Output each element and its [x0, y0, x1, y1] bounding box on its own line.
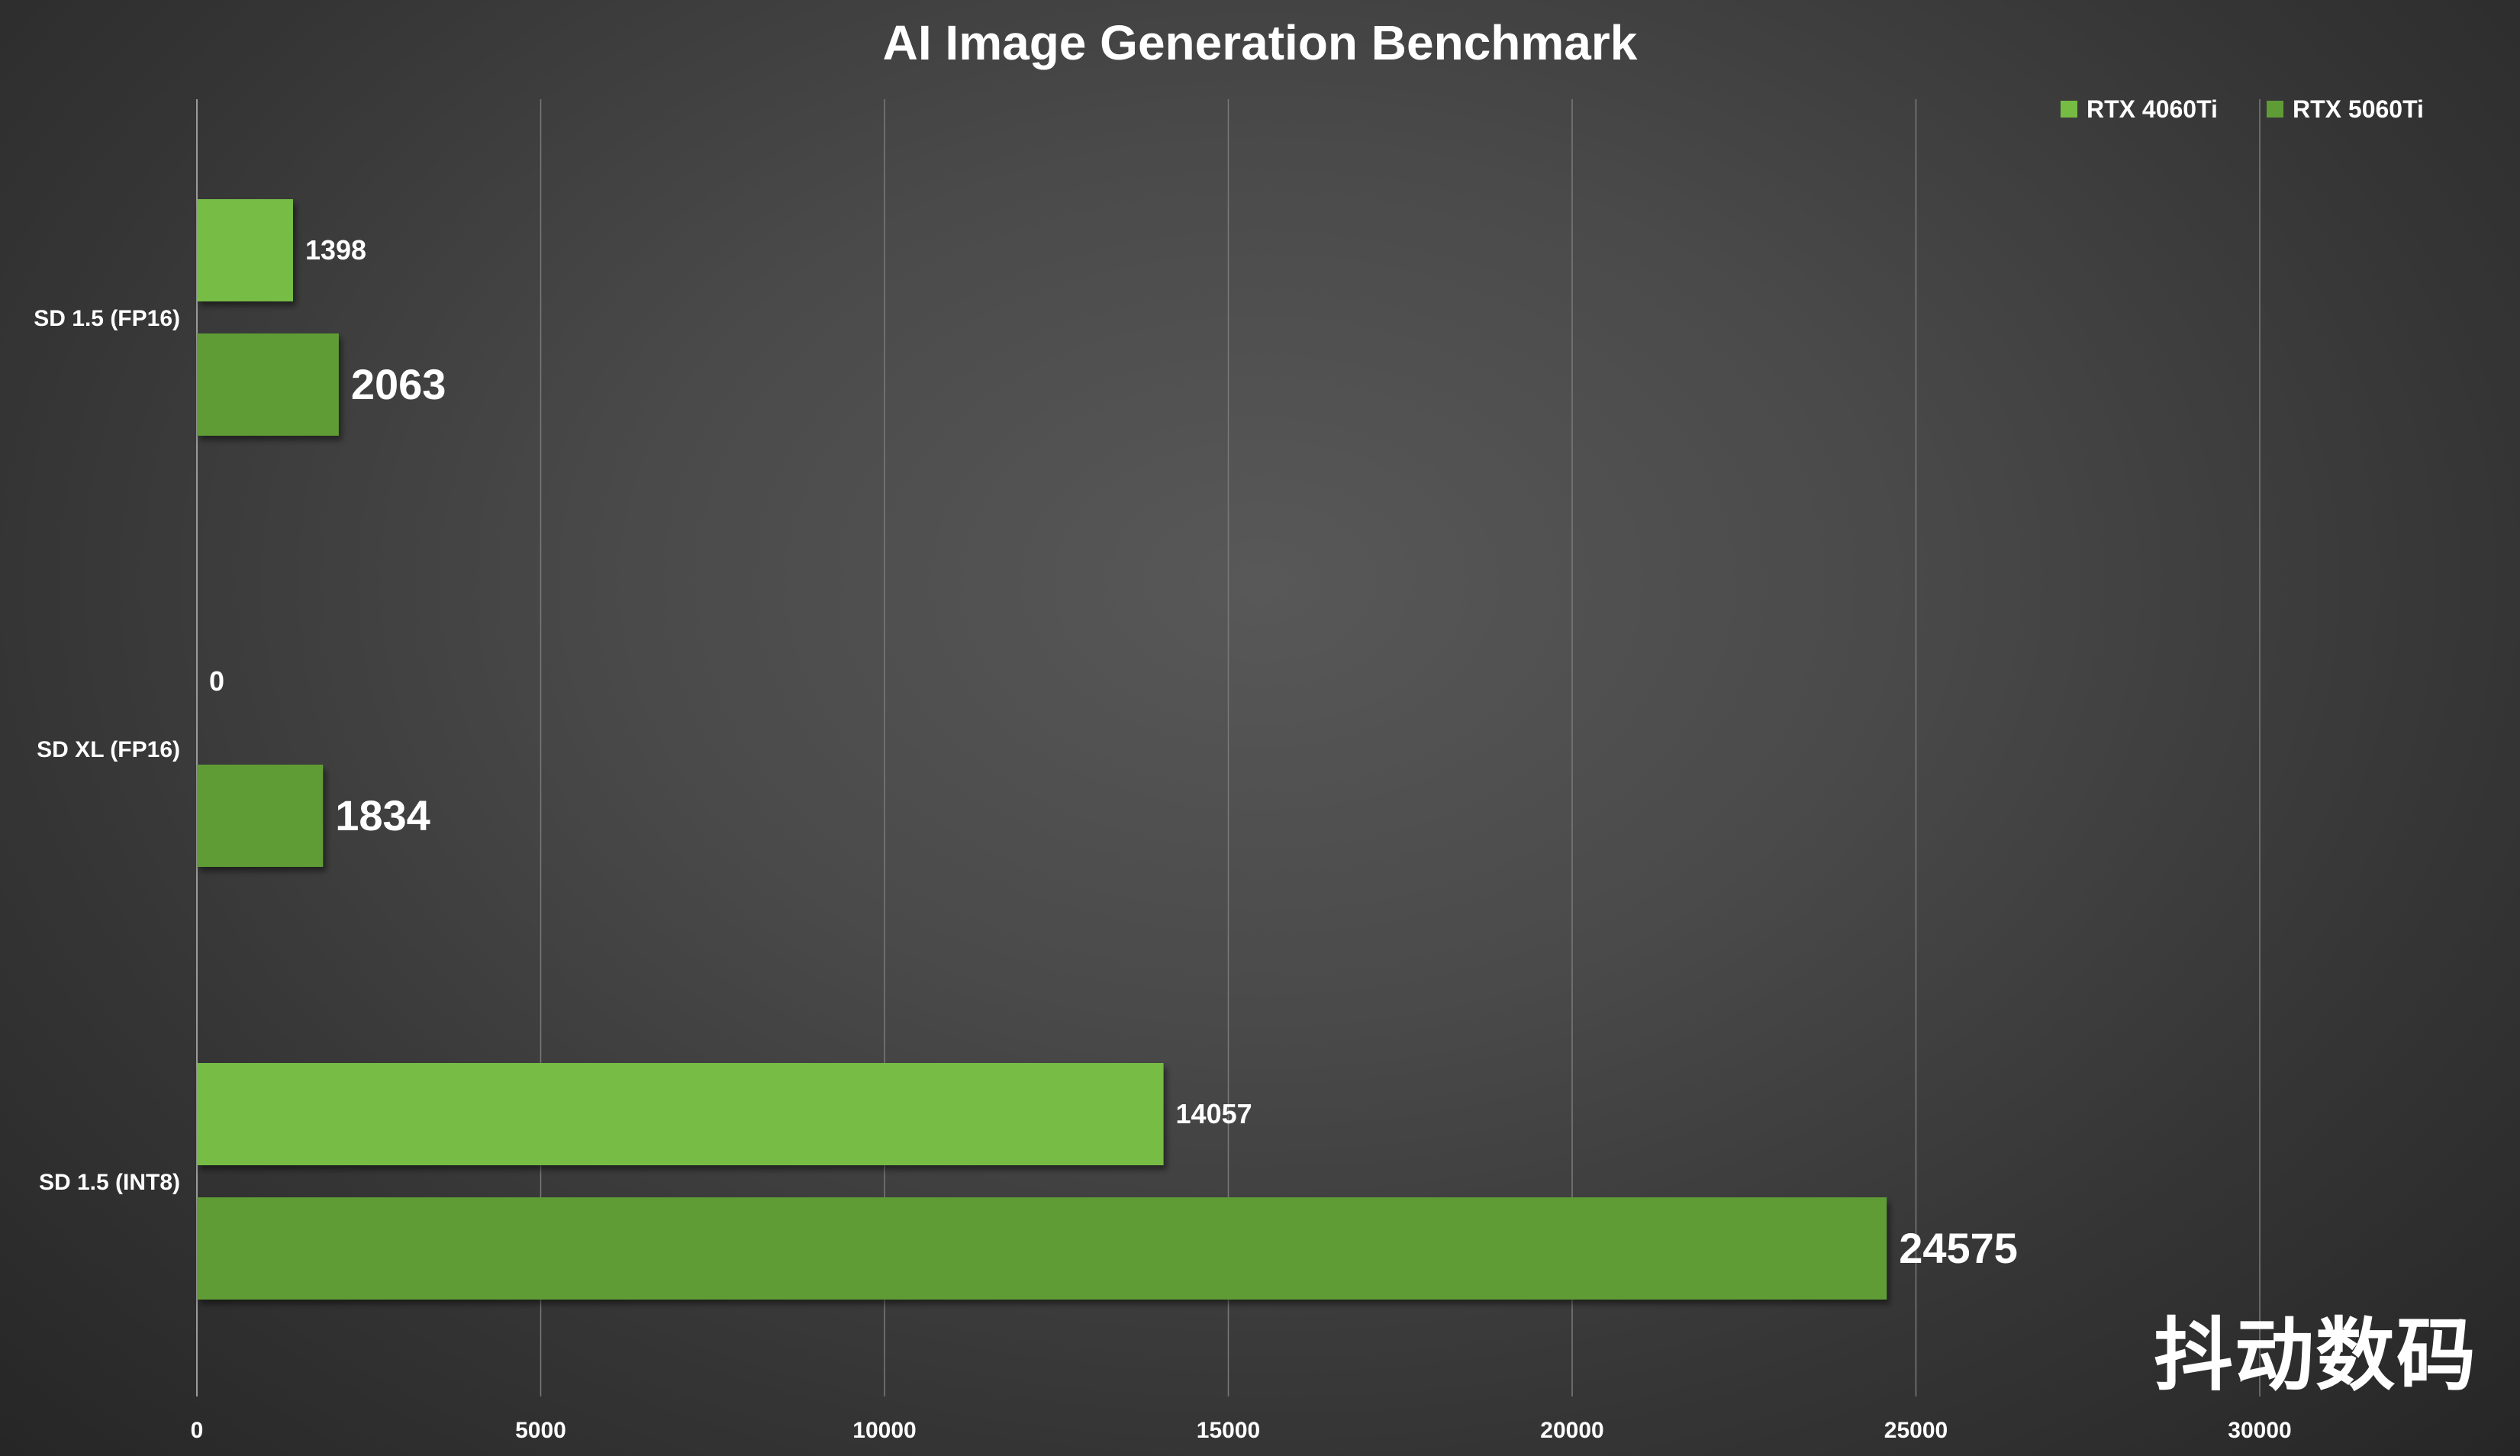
- data-label: 0: [209, 665, 224, 697]
- watermark-text: 抖动数码: [2153, 1309, 2477, 1402]
- bar-rtx-5060ti: [197, 765, 324, 867]
- data-label: 14057: [1176, 1098, 1252, 1129]
- x-tick-label: 0: [191, 1418, 204, 1443]
- legend-swatch: [2267, 101, 2283, 118]
- bar-rtx-5060ti: [197, 1197, 1887, 1300]
- x-tick-label: 10000: [852, 1418, 916, 1443]
- x-tick-label: 25000: [1884, 1418, 1948, 1443]
- x-axis-ticks: 0 5000 10000 15000 20000 25000 30000: [191, 1418, 2292, 1443]
- legend-swatch: [2061, 101, 2077, 118]
- data-label: 24575: [1899, 1224, 2018, 1272]
- x-tick-label: 30000: [2228, 1418, 2291, 1443]
- bar-rtx-4060ti: [197, 1063, 1164, 1165]
- data-label: 1834: [335, 791, 430, 839]
- legend-label: RTX 4060Ti: [2087, 95, 2218, 123]
- bars: [197, 199, 1887, 1300]
- category-label: SD 1.5 (INT8): [39, 1170, 180, 1195]
- x-tick-label: 5000: [515, 1418, 566, 1443]
- category-label: SD XL (FP16): [37, 737, 180, 762]
- category-labels: SD 1.5 (FP16) SD XL (FP16) SD 1.5 (INT8): [34, 306, 180, 1195]
- x-tick-label: 15000: [1197, 1418, 1260, 1443]
- value-labels: 1398 2063 0 1834 14057 24575: [209, 234, 2018, 1272]
- legend: RTX 4060Ti RTX 5060Ti: [2061, 95, 2424, 123]
- bar-rtx-4060ti: [197, 199, 293, 301]
- chart-title: AI Image Generation Benchmark: [883, 15, 1638, 70]
- data-label: 1398: [305, 234, 366, 266]
- bar-rtx-5060ti: [197, 333, 339, 436]
- data-label: 2063: [351, 360, 446, 408]
- gridlines: [196, 99, 2261, 1396]
- x-tick-label: 20000: [1540, 1418, 1603, 1443]
- category-label: SD 1.5 (FP16): [34, 306, 180, 331]
- legend-label: RTX 5060Ti: [2293, 95, 2424, 123]
